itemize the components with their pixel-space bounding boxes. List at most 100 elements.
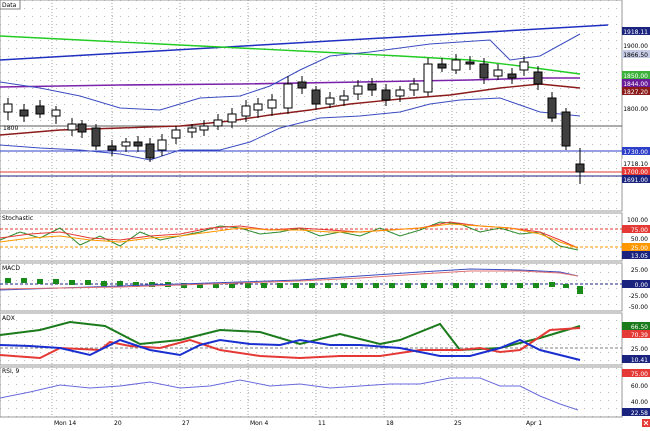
- macd-histogram-bar: [563, 284, 569, 288]
- candle-down: [561, 108, 571, 150]
- macd-histogram-bar: [21, 278, 27, 283]
- adx-axis: 66.50 70.39 25.00 10.41: [622, 322, 650, 364]
- price-axis-label: 1730.00: [622, 147, 650, 156]
- macd-histogram-bar: [181, 283, 187, 288]
- stochastic-line-orange: [0, 223, 579, 249]
- price-axis-label: 1718.10: [622, 159, 650, 168]
- svg-text:1918.11: 1918.11: [623, 29, 648, 36]
- macd-histogram-bar: [501, 283, 507, 288]
- adx-axis-label: 66.50: [622, 322, 650, 331]
- macd-histogram-bar: [373, 283, 379, 288]
- macd-histogram-bar: [389, 283, 395, 288]
- svg-text:1718.10: 1718.10: [623, 161, 648, 168]
- date-label: 20: [114, 420, 122, 427]
- macd-panel-title: MACD: [2, 265, 20, 272]
- date-label: Mon 14: [54, 420, 76, 427]
- adx-axis-label: 10.41: [622, 355, 650, 364]
- adx-axis-label: 25.00: [631, 346, 648, 353]
- stochastic-axis: 100.00 75.00 50.00 25.00 13.05: [622, 217, 650, 260]
- svg-text:1900.00: 1900.00: [623, 43, 648, 50]
- candle-down: [381, 84, 391, 106]
- svg-text:0.00: 0.00: [635, 282, 649, 289]
- candle-up: [325, 92, 335, 108]
- svg-text:1844.00: 1844.00: [623, 81, 648, 88]
- macd-histogram-bar: [53, 279, 59, 284]
- adx-axis-label: 70.39: [622, 330, 650, 339]
- adx-panel-title: ADX: [2, 315, 15, 322]
- date-label: Apr 1: [526, 420, 542, 427]
- candle-up: [493, 64, 503, 80]
- candle-down: [479, 58, 489, 84]
- macd-histogram-bar: [197, 283, 203, 288]
- candle-up: [187, 124, 197, 138]
- svg-text:1700.00: 1700.00: [623, 169, 648, 176]
- stochastic-axis-label: 100.00: [627, 217, 648, 224]
- candle-up: [339, 90, 349, 106]
- candlesticks: [3, 54, 585, 184]
- candle-down: [533, 66, 543, 90]
- date-label: Mon 4: [250, 420, 269, 427]
- price-inline-label: 1800: [3, 125, 18, 132]
- candle-up: [353, 80, 363, 100]
- adx-panel[interactable]: [0, 312, 623, 366]
- candle-down: [465, 56, 475, 70]
- candle-down: [133, 136, 143, 152]
- macd-histogram-bar: [85, 280, 91, 285]
- macd-histogram-bar: [485, 283, 491, 288]
- macd-axis: 25.00 0.00 -25.00 -50.00: [622, 267, 650, 311]
- rsi-axis-label: 60.00: [631, 383, 648, 390]
- macd-histogram-bar: [37, 279, 43, 284]
- stochastic-axis-label: 13.05: [622, 251, 650, 260]
- macd-histogram-bar: [341, 283, 347, 288]
- candle-up: [241, 100, 251, 122]
- svg-text:1850.00: 1850.00: [623, 73, 648, 80]
- macd-histogram-bar: [405, 283, 411, 288]
- bollinger-lower: [0, 97, 581, 161]
- price-axis-label: 1700.00: [622, 167, 650, 176]
- svg-text:1800.00: 1800.00: [623, 106, 648, 113]
- price-panel[interactable]: [0, 0, 623, 212]
- svg-text:22.58: 22.58: [631, 410, 648, 417]
- svg-text:13.05: 13.05: [631, 253, 648, 260]
- candle-down: [77, 120, 87, 138]
- candle-up: [199, 120, 209, 136]
- candle-up: [171, 126, 181, 144]
- macd-histogram-bar: [309, 283, 315, 288]
- candle-up: [67, 118, 77, 136]
- candle-up: [267, 94, 277, 116]
- candle-up: [519, 56, 529, 76]
- macd-signal-line: [0, 270, 579, 290]
- candle-down: [437, 58, 447, 72]
- svg-text:10.41: 10.41: [631, 357, 648, 364]
- adx-line-blue: [0, 338, 581, 361]
- rsi-panel[interactable]: [0, 366, 623, 418]
- rsi-axis: 75.00 60.00 40.00 22.58: [622, 369, 650, 417]
- svg-text:100.00: 100.00: [627, 217, 648, 224]
- svg-text:1866.50: 1866.50: [623, 52, 648, 59]
- svg-text:25.00: 25.00: [631, 245, 648, 252]
- red-moving-average: [0, 83, 581, 136]
- close-icon[interactable]: [642, 419, 650, 427]
- macd-histogram-bar: [453, 283, 459, 288]
- svg-text:66.50: 66.50: [631, 324, 648, 331]
- candle-down: [297, 76, 307, 94]
- candle-down: [145, 138, 155, 162]
- candle-up: [121, 138, 131, 152]
- stochastic-panel[interactable]: [0, 212, 623, 262]
- candle-up: [51, 106, 61, 124]
- svg-text:70.39: 70.39: [631, 332, 648, 339]
- candle-up: [253, 98, 263, 118]
- price-axis-label: 1827.20: [622, 87, 650, 96]
- date-label: 18: [386, 420, 394, 427]
- candle-down: [311, 86, 321, 110]
- svg-text:1730.00: 1730.00: [623, 149, 648, 156]
- macd-line: [0, 268, 579, 291]
- candle-up: [213, 114, 223, 130]
- bollinger-upper: [0, 33, 581, 111]
- macd-axis-label: 0.00: [622, 280, 650, 289]
- svg-text:75.00: 75.00: [631, 227, 648, 234]
- macd-histogram-bar: [421, 283, 427, 288]
- price-reference-lines: [0, 125, 622, 177]
